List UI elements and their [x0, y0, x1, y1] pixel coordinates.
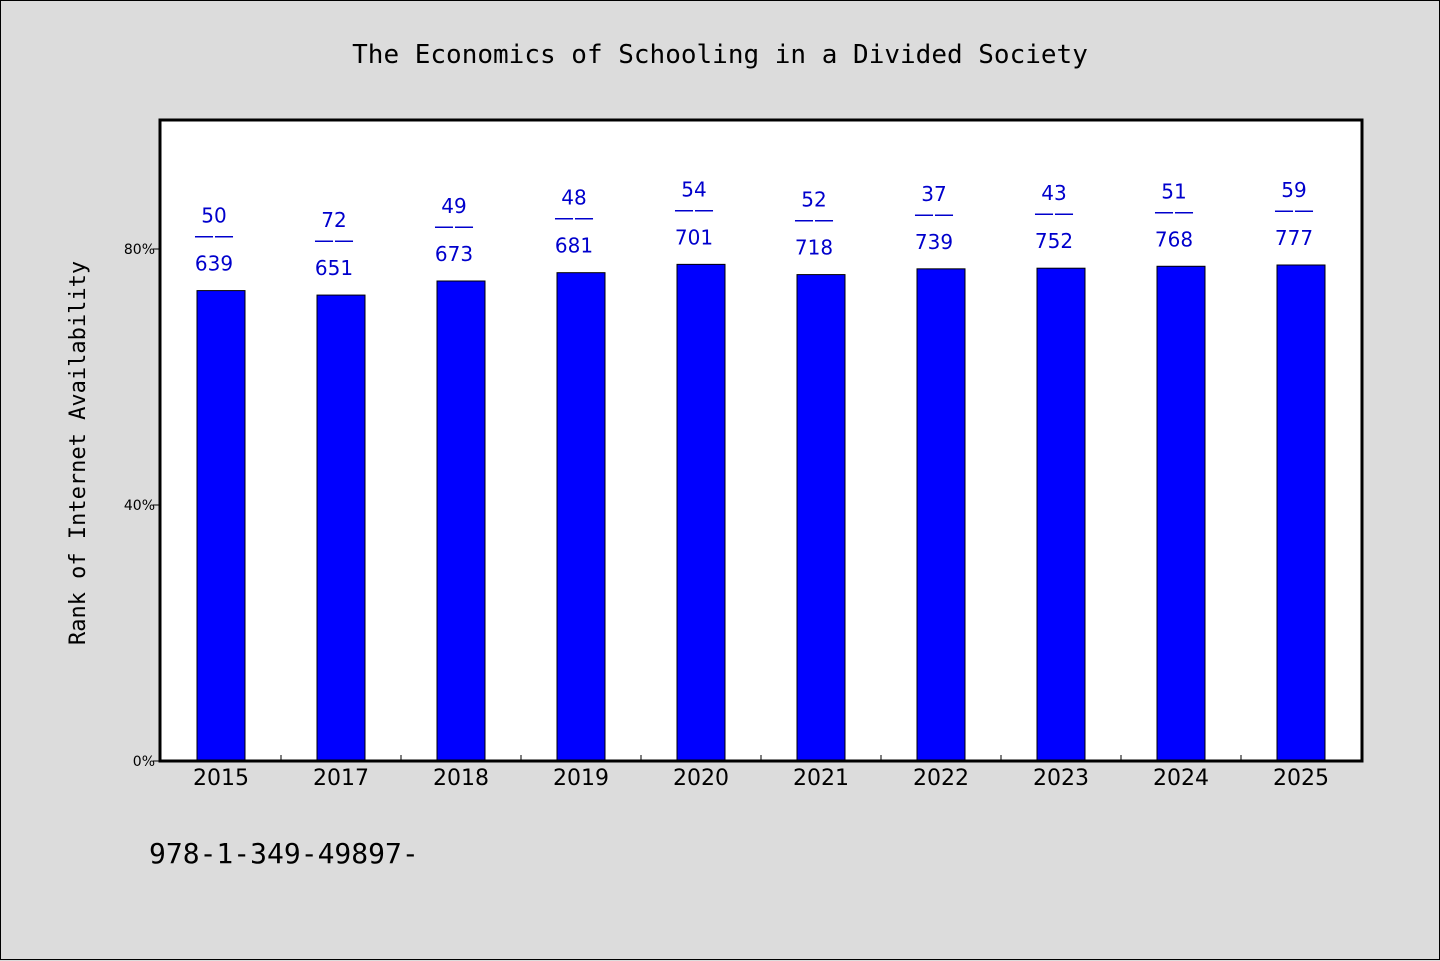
bars-layer: [196, 263, 1326, 762]
data-label-bottom: 752: [1035, 229, 1073, 253]
data-label-separator: ——: [314, 228, 354, 252]
data-label-separator: ——: [434, 214, 474, 238]
data-label: 49—— 673: [434, 194, 474, 266]
data-label-bottom: 718: [795, 236, 833, 260]
x-tick-label: 2018: [433, 766, 489, 791]
data-label: 54—— 701: [674, 177, 714, 249]
bar: [316, 294, 366, 762]
x-tick-label: 2015: [193, 766, 249, 791]
data-label-top: 50: [201, 204, 226, 228]
data-label-bottom: 673: [435, 242, 473, 266]
y-axis-label: Rank of Internet Availability: [66, 261, 91, 645]
data-label-separator: ——: [674, 197, 714, 221]
data-label-separator: ——: [194, 224, 234, 248]
bar: [1036, 267, 1086, 762]
x-tick-label: 2017: [313, 766, 369, 791]
data-label: 51—— 768: [1154, 179, 1194, 251]
data-label-top: 48: [561, 186, 586, 210]
bar: [916, 268, 966, 762]
chart-title: The Economics of Schooling in a Divided …: [352, 40, 1088, 70]
data-label-bottom: 681: [555, 234, 593, 258]
footer-isbn: 978-1-349-49897-: [149, 837, 419, 870]
data-label-bottom: 777: [1275, 226, 1313, 250]
x-tick-label: 2022: [913, 766, 969, 791]
data-label-top: 54: [681, 177, 706, 201]
data-label-separator: ——: [1034, 201, 1074, 225]
data-label-bottom: 739: [915, 230, 953, 254]
data-labels-layer: 50——63972——65149——67348——68154——70152——7…: [194, 177, 1314, 280]
data-label-top: 43: [1041, 181, 1066, 205]
data-label-bottom: 651: [315, 256, 353, 280]
y-tick-label: 0%: [133, 754, 155, 770]
plot-border: [158, 118, 1364, 763]
x-tick-label: 2024: [1153, 766, 1209, 791]
x-tick-label: 2021: [793, 766, 849, 791]
data-label-bottom: 768: [1155, 227, 1193, 251]
data-label: 37—— 739: [914, 182, 954, 254]
bar: [436, 280, 486, 762]
data-label: 43—— 752: [1034, 181, 1074, 253]
data-label-top: 72: [321, 208, 346, 232]
x-axis: 2015 2017 2018 2019 2020 2021 2022 2023 2024 2025: [193, 755, 1329, 791]
data-label-top: 51: [1161, 179, 1186, 203]
data-label: 48—— 681: [554, 186, 594, 258]
data-label: 52—— 718: [794, 188, 834, 260]
x-tick-label: 2019: [553, 766, 609, 791]
data-label: 59—— 777: [1274, 178, 1314, 250]
y-axis: 0% 40% 80%: [124, 242, 161, 770]
data-label-top: 49: [441, 194, 466, 218]
data-label-separator: ——: [914, 202, 954, 226]
x-tick-label: 2023: [1033, 766, 1089, 791]
data-label-separator: ——: [1154, 199, 1194, 223]
y-tick-label: 80%: [124, 242, 155, 258]
data-label-top: 37: [921, 182, 946, 206]
bar: [196, 290, 246, 762]
data-label-bottom: 701: [675, 225, 713, 249]
bar: [1276, 264, 1326, 762]
data-label-separator: ——: [794, 208, 834, 232]
data-label: 50—— 639: [194, 204, 234, 276]
x-tick-label: 2020: [673, 766, 729, 791]
data-label-bottom: 639: [195, 252, 233, 276]
bar: [676, 263, 726, 762]
bar: [1156, 265, 1206, 762]
bar: [556, 272, 606, 762]
data-label: 72—— 651: [314, 208, 354, 280]
y-tick-label: 40%: [124, 498, 155, 514]
data-label-top: 59: [1281, 178, 1306, 202]
bar: [796, 274, 846, 762]
data-label-separator: ——: [1274, 198, 1314, 222]
x-tick-label: 2025: [1273, 766, 1329, 791]
data-label-separator: ——: [554, 206, 594, 230]
data-label-top: 52: [801, 188, 826, 212]
